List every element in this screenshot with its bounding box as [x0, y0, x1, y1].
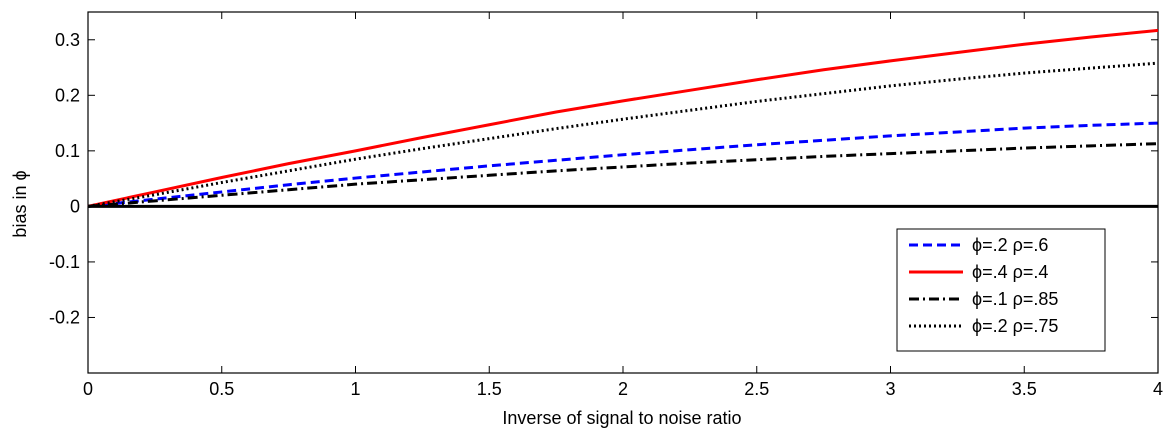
x-tick-label: 2: [618, 379, 628, 399]
legend-entry: ϕ=.4 ρ=.4: [972, 262, 1048, 282]
y-tick-label: 0.1: [55, 141, 80, 161]
series-line-1: [87, 28, 1159, 208]
y-tick-label: 0.2: [55, 85, 80, 105]
x-axis-label: Inverse of signal to noise ratio: [502, 408, 741, 428]
x-tick-label: 4: [1153, 379, 1163, 399]
y-tick-label: -0.2: [49, 307, 80, 327]
x-tick-label: 0: [83, 379, 93, 399]
y-tick-label: -0.1: [49, 252, 80, 272]
legend-box: [896, 228, 1106, 352]
x-tick-label: 0.5: [209, 379, 234, 399]
legend: ϕ=.2 ρ=.6 ϕ=.4 ρ=.4 ϕ=.1 ρ=.85 ϕ=.2 ρ=.75: [896, 228, 1106, 352]
series-3: [87, 61, 1159, 208]
series-1: [87, 28, 1159, 208]
legend-entry: ϕ=.2 ρ=.6: [972, 235, 1048, 255]
x-tick-label: 2.5: [744, 379, 769, 399]
x-tick-label: 1.5: [477, 379, 502, 399]
legend-entry: ϕ=.2 ρ=.75: [972, 316, 1058, 336]
x-tick-label: 3.5: [1012, 379, 1037, 399]
legend-entry: ϕ=.1 ρ=.85: [972, 289, 1058, 309]
x-tick-label: 3: [885, 379, 895, 399]
x-tick-label: 1: [350, 379, 360, 399]
series-layer: [87, 28, 1159, 208]
y-axis-label: bias in ϕ: [10, 170, 30, 237]
y-tick-label: 0.3: [55, 30, 80, 50]
y-tick-label: 0: [70, 196, 80, 216]
series-line-0: [87, 121, 1159, 208]
ticks-layer: 0 0.5 1 1.5 2 2.5 3 3.5 4 -0.2 -0.1 0 0.1 0.2 0.3: [49, 12, 1163, 399]
series-line-3: [87, 61, 1159, 208]
series-0: [87, 121, 1159, 208]
